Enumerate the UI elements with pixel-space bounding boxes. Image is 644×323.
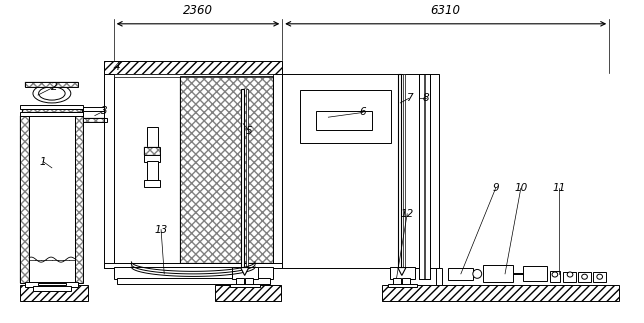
- Bar: [236, 278, 243, 285]
- Bar: [114, 74, 273, 77]
- Bar: [114, 267, 273, 279]
- Bar: [144, 154, 160, 162]
- Ellipse shape: [552, 272, 558, 277]
- Bar: [382, 285, 619, 301]
- Ellipse shape: [33, 84, 71, 103]
- Bar: [84, 118, 107, 122]
- Bar: [551, 271, 560, 282]
- Bar: [25, 82, 79, 87]
- Text: 11: 11: [552, 183, 565, 193]
- Text: 8: 8: [423, 93, 430, 103]
- Text: 12: 12: [401, 209, 414, 219]
- Bar: [117, 278, 270, 284]
- Bar: [245, 89, 248, 267]
- Text: 7: 7: [406, 93, 412, 103]
- Bar: [388, 284, 417, 287]
- Ellipse shape: [473, 269, 482, 278]
- Bar: [390, 267, 415, 279]
- Bar: [419, 75, 430, 279]
- Bar: [241, 89, 243, 267]
- Bar: [245, 278, 253, 285]
- Ellipse shape: [567, 272, 573, 277]
- Bar: [104, 263, 282, 267]
- Polygon shape: [398, 267, 406, 276]
- Ellipse shape: [597, 274, 603, 279]
- Bar: [22, 109, 82, 112]
- Bar: [144, 180, 160, 187]
- Bar: [231, 284, 260, 287]
- Bar: [316, 111, 372, 130]
- Bar: [28, 116, 75, 283]
- Text: 6310: 6310: [431, 4, 460, 17]
- Bar: [84, 118, 107, 122]
- Bar: [38, 283, 66, 285]
- Text: 2: 2: [50, 82, 57, 92]
- Bar: [114, 76, 180, 263]
- Bar: [523, 266, 547, 281]
- Bar: [33, 286, 71, 291]
- Bar: [232, 267, 258, 279]
- Bar: [84, 107, 107, 111]
- Text: 1: 1: [40, 157, 46, 166]
- Text: 6: 6: [360, 108, 366, 118]
- Bar: [147, 127, 158, 155]
- Bar: [22, 109, 82, 112]
- Bar: [75, 116, 84, 283]
- Text: 13: 13: [155, 224, 167, 234]
- Bar: [104, 75, 114, 267]
- Text: 4: 4: [113, 62, 120, 71]
- Bar: [104, 61, 282, 75]
- Bar: [402, 278, 410, 285]
- Bar: [25, 282, 79, 287]
- Bar: [144, 147, 160, 155]
- Bar: [282, 75, 439, 267]
- Bar: [75, 116, 84, 283]
- Bar: [21, 106, 84, 109]
- Bar: [21, 285, 88, 301]
- Bar: [402, 75, 405, 267]
- Bar: [21, 116, 28, 283]
- Bar: [578, 272, 591, 282]
- Bar: [273, 75, 282, 267]
- Text: 10: 10: [514, 183, 527, 193]
- Bar: [483, 265, 513, 282]
- Text: 5: 5: [246, 126, 252, 136]
- Bar: [300, 90, 392, 142]
- Bar: [180, 76, 273, 263]
- Bar: [419, 75, 430, 279]
- Polygon shape: [241, 267, 249, 276]
- Bar: [84, 111, 107, 119]
- Bar: [563, 272, 576, 282]
- Text: 3: 3: [101, 106, 108, 116]
- Bar: [21, 112, 84, 116]
- Bar: [593, 272, 606, 282]
- Bar: [393, 278, 401, 285]
- Ellipse shape: [582, 274, 587, 279]
- Bar: [25, 82, 79, 87]
- Bar: [398, 75, 401, 267]
- Bar: [21, 116, 28, 283]
- Bar: [144, 147, 160, 155]
- Bar: [104, 61, 282, 75]
- Bar: [435, 267, 442, 285]
- Text: 9: 9: [492, 183, 499, 193]
- Bar: [180, 76, 273, 263]
- Bar: [147, 161, 158, 181]
- Bar: [448, 267, 473, 280]
- Ellipse shape: [39, 87, 65, 100]
- Text: 2360: 2360: [183, 4, 213, 17]
- Bar: [214, 285, 281, 301]
